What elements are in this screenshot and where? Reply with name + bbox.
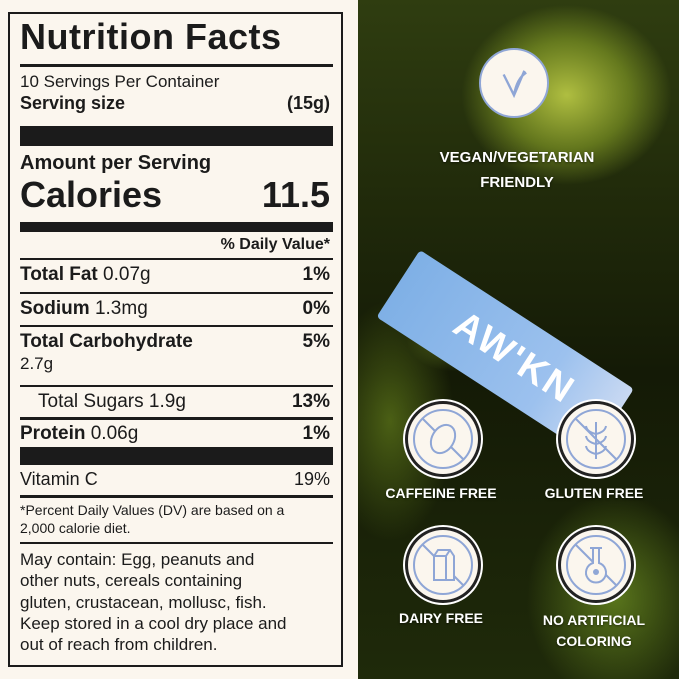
nutrient-dv: 5% — [302, 331, 330, 352]
row-protein: Protein 0.06g 1% — [20, 423, 330, 445]
divider — [20, 258, 333, 260]
nutrient-dv: 19% — [293, 469, 330, 489]
footnote-line: 2,000 calorie diet. — [20, 520, 131, 536]
no-artificial-coloring-icon — [561, 530, 631, 600]
divider — [20, 64, 333, 67]
row-total-carbohydrate: Total Carbohydrate 5% — [20, 331, 330, 353]
nutrient-amount: 0.07g — [103, 264, 151, 285]
serving-size-label: Serving size — [20, 93, 126, 113]
daily-value-header: % Daily Value* — [220, 236, 330, 253]
dairy-free-caption: DAIRY FREE — [398, 610, 483, 626]
gluten-free-caption: GLUTEN FREE — [544, 485, 644, 501]
nutrient-name: Total Carbohydrate — [20, 331, 193, 352]
nutrient-dv: 13% — [291, 391, 330, 412]
allergen-line: Keep stored in a cool dry place and — [20, 613, 287, 633]
dairy-free-icon — [408, 530, 478, 600]
allergen-line: out of reach from children. — [20, 635, 218, 655]
divider — [20, 292, 333, 294]
row-sodium: Sodium 1.3mg 0% — [20, 298, 330, 320]
caption-line: VEGAN/VEGETARIAN — [439, 149, 595, 166]
serving-size-value: (15g) — [286, 93, 330, 113]
no-artificial-coloring-caption: NO ARTIFICIAL COLORING — [514, 610, 674, 652]
divider — [20, 325, 333, 327]
servings-per-container: 10 Servings Per Container — [20, 72, 220, 91]
vegan-caption: VEGAN/VEGETARIAN FRIENDLY — [437, 145, 597, 195]
nutrient-name: Sodium — [20, 298, 90, 319]
label-border — [8, 12, 343, 667]
divider — [20, 495, 333, 498]
caffeine-free-icon — [408, 404, 478, 474]
calories: Calories 11.5 — [20, 174, 330, 216]
gluten-free-icon — [561, 404, 631, 474]
footnote-line: *Percent Daily Values (DV) are based on … — [20, 502, 285, 518]
calories-label: Calories — [20, 174, 163, 215]
nutrient-dv: 0% — [302, 298, 330, 319]
nutrition-label: Nutrition Facts 10 Servings Per Containe… — [8, 12, 343, 667]
nutrient-name: Total Fat — [20, 264, 98, 285]
amount-per-serving: Amount per Serving — [20, 152, 212, 174]
divider-thick — [20, 126, 333, 146]
nutrient-amount: 0.06g — [90, 423, 139, 444]
nutrient-name: Protein — [20, 423, 86, 444]
caption-line: FRIENDLY — [480, 174, 554, 191]
divider-thick — [20, 222, 333, 232]
nutrient-amount: 1.3mg — [94, 298, 148, 319]
label-title: Nutrition Facts — [20, 16, 282, 57]
nutrient-name: Total Sugars — [38, 391, 144, 412]
calories-value: 11.5 — [261, 174, 330, 215]
nutrient-name: Vitamin C — [20, 469, 98, 489]
divider — [20, 542, 333, 544]
divider-thick — [20, 447, 333, 465]
caption-line: COLORING — [556, 633, 632, 649]
row-total-fat: Total Fat 0.07g 1% — [20, 264, 330, 286]
nutrient-amount: 2.7g — [20, 354, 54, 373]
caffeine-free-caption: CAFFEINE FREE — [385, 485, 497, 501]
divider — [20, 385, 333, 387]
footnote: *Percent Daily Values (DV) are based on … — [20, 501, 330, 537]
allergen-line: other nuts, cereals containing — [20, 571, 243, 591]
allergen-line: gluten, crustacean, mollusc, fish. — [20, 592, 267, 612]
nutrient-dv: 1% — [302, 423, 330, 444]
row-vitamin-c: Vitamin C 19% — [20, 469, 330, 490]
serving-size: Serving size (15g) — [20, 93, 330, 114]
allergen-info: May contain: Egg, peanuts and other nuts… — [20, 549, 330, 655]
caption-line: NO ARTIFICIAL — [542, 612, 646, 628]
row-total-sugars: Total Sugars 1.9g 13% — [38, 391, 330, 413]
nutrient-amount: 1.9g — [148, 391, 186, 412]
divider — [20, 417, 333, 420]
vegan-icon — [479, 48, 549, 118]
allergen-line: May contain: Egg, peanuts and — [20, 550, 255, 569]
nutrient-dv: 1% — [302, 264, 330, 285]
